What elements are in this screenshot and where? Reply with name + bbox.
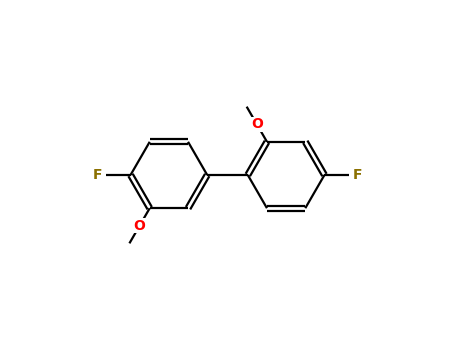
Text: F: F	[93, 168, 102, 182]
Text: O: O	[134, 219, 146, 233]
Text: F: F	[353, 168, 362, 182]
Text: O: O	[251, 117, 263, 131]
